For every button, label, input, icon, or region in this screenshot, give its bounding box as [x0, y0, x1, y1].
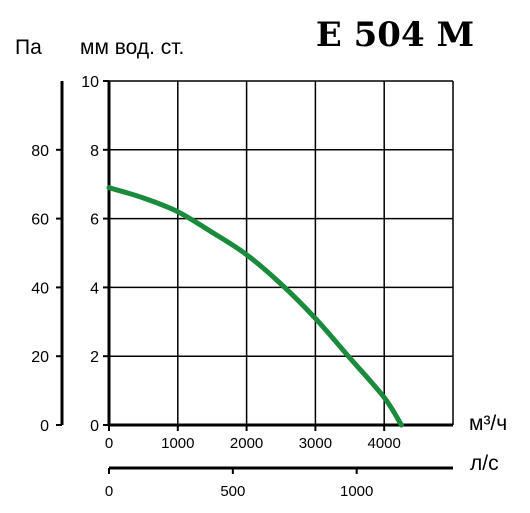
grid — [109, 80, 454, 425]
pa-tick-label: 60 — [31, 212, 49, 229]
pa-tick-label: 40 — [31, 280, 49, 297]
y-tick-label: 4 — [90, 280, 99, 297]
y-axis-unit: мм вод. ст. — [80, 36, 184, 59]
performance-curve — [106, 185, 404, 428]
pa-tick-label: 0 — [40, 418, 49, 435]
x-tick-label: 3000 — [299, 435, 332, 452]
x-axis-unit-secondary: л/с — [470, 452, 499, 475]
pa-tick-label: 20 — [31, 349, 49, 366]
ls-axis: 0 500 1000 — [105, 466, 453, 500]
y-tick-label: 2 — [90, 349, 99, 366]
pa-axis: 0 20 40 60 80 — [31, 81, 64, 435]
y-axis: 0 2 4 6 8 10 — [81, 74, 111, 435]
x-axis-unit-primary: м³/ч — [469, 412, 507, 435]
x-axis: 0 1000 2000 3000 4000 — [105, 423, 453, 452]
y-tick-label: 8 — [90, 143, 99, 160]
ls-tick-label: 0 — [105, 483, 113, 500]
y-tick-label: 6 — [90, 212, 99, 229]
series-layer — [106, 185, 404, 428]
x-tick-label: 2000 — [230, 435, 263, 452]
x-tick-label: 1000 — [161, 435, 194, 452]
ls-tick-label: 500 — [220, 483, 245, 500]
y-tick-label: 0 — [90, 418, 99, 435]
x-tick-label: 4000 — [368, 435, 401, 452]
y-tick-label: 10 — [81, 74, 99, 91]
chart-title: E 504 M — [316, 15, 474, 55]
x-tick-label: 0 — [105, 435, 113, 452]
pa-tick-label: 80 — [31, 143, 49, 160]
pa-axis-unit: Па — [15, 36, 42, 59]
ls-tick-label: 1000 — [340, 483, 373, 500]
